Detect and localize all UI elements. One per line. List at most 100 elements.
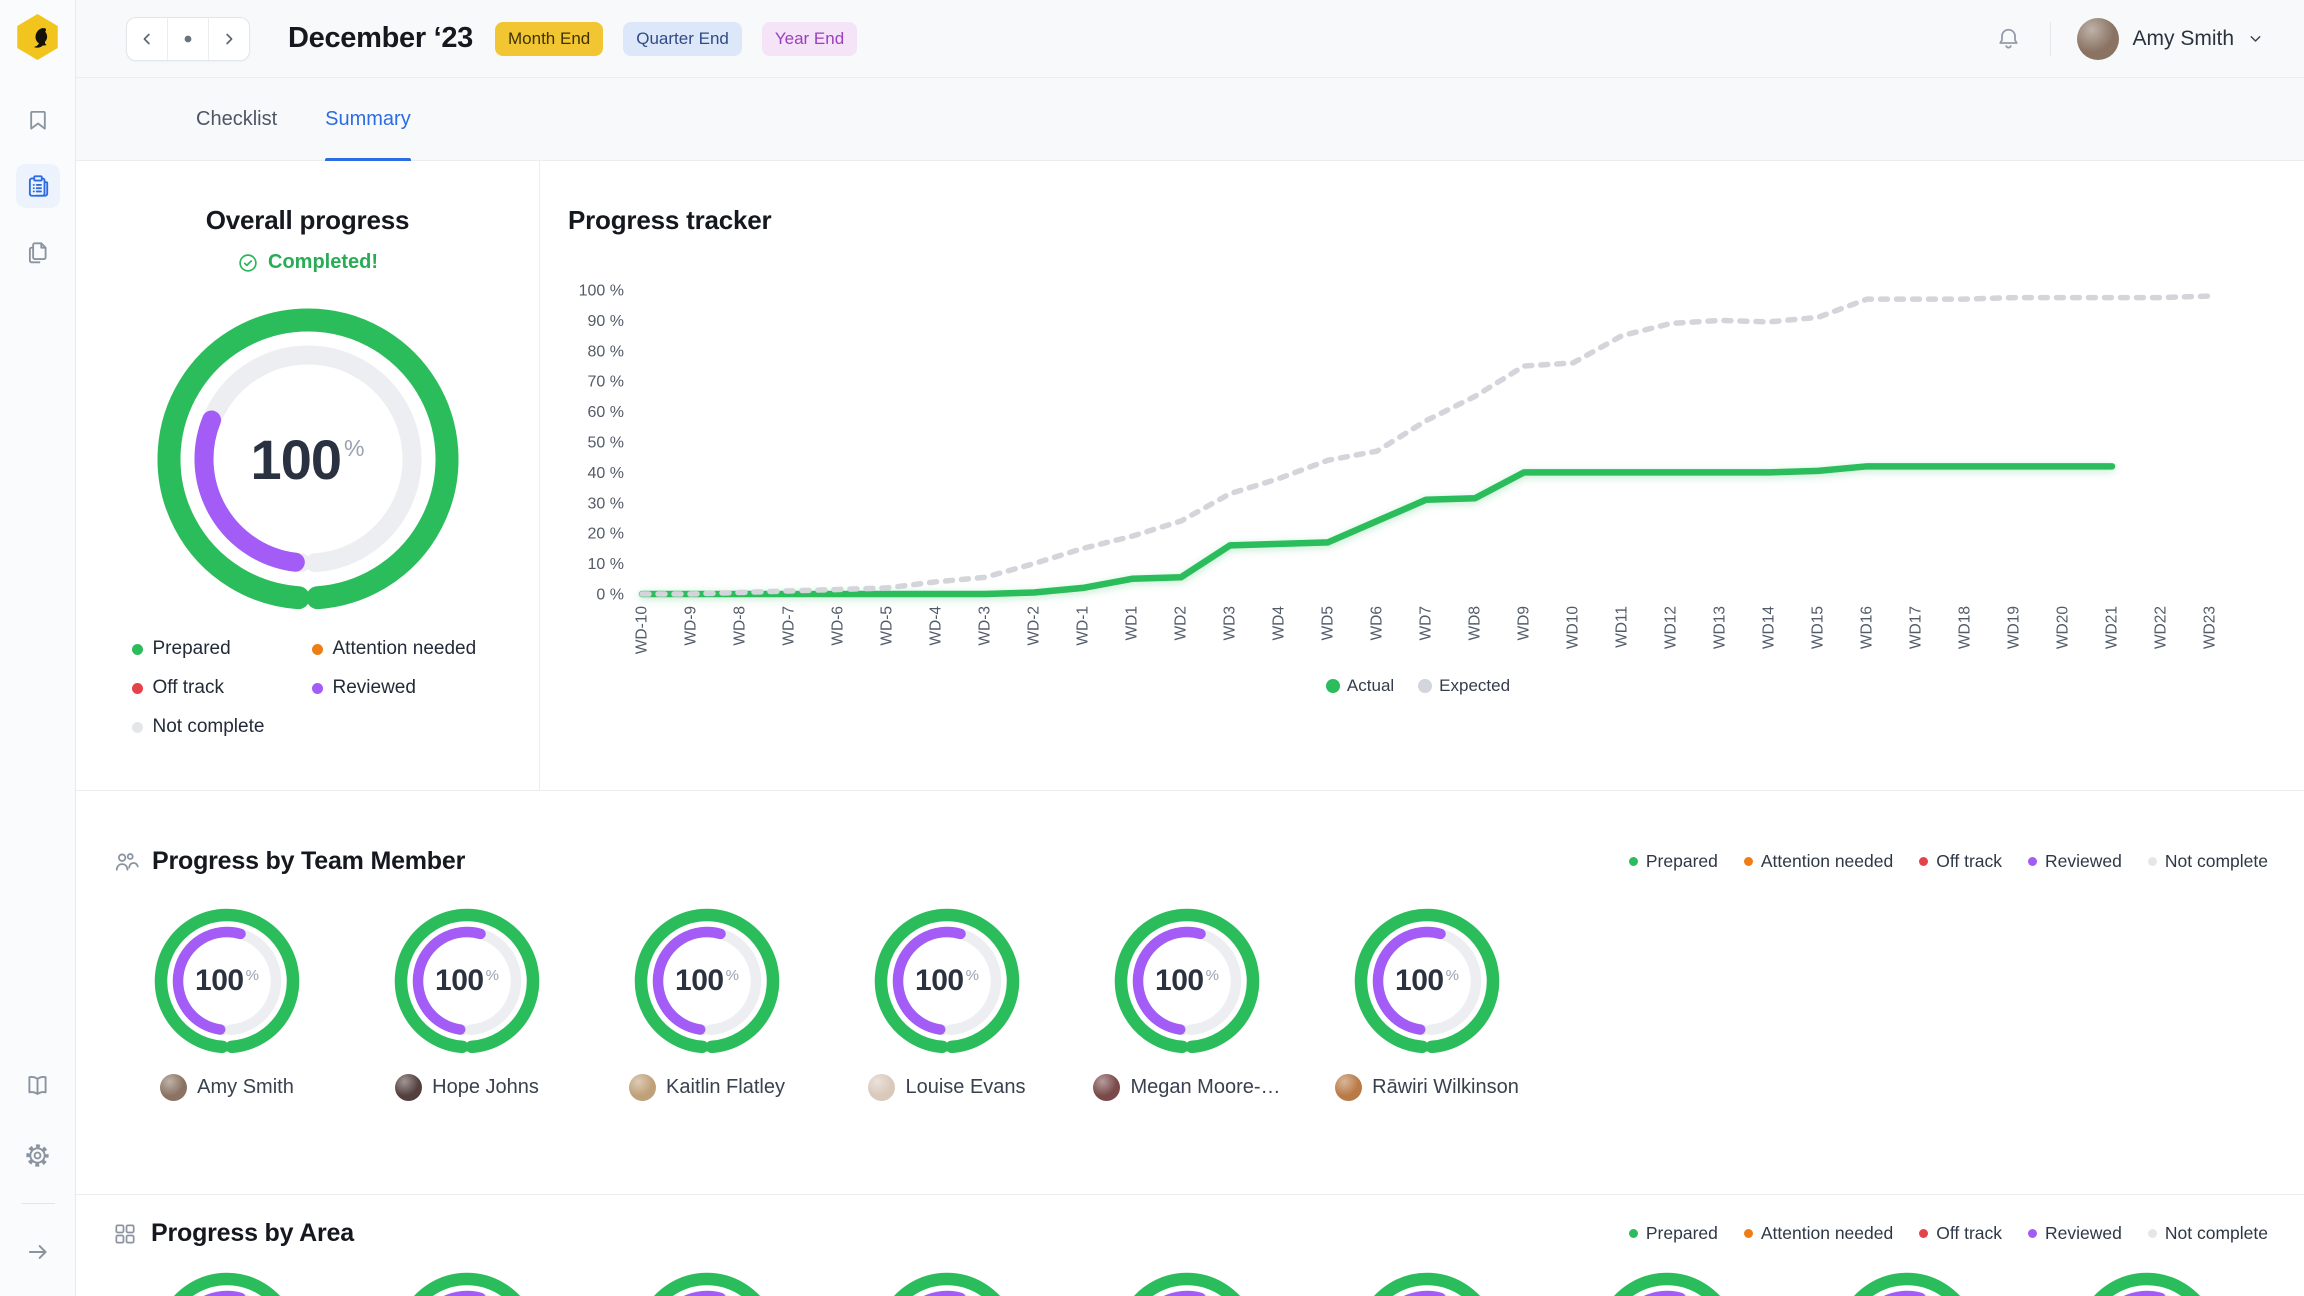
book-icon: [28, 1075, 47, 1095]
donut-value-number: 100: [435, 964, 484, 997]
legend-dot-icon: [2028, 1229, 2038, 1238]
donut-chart: [1354, 908, 1500, 1054]
x-tick-label: WD-8: [732, 606, 749, 646]
x-tick-label: WD4: [1271, 606, 1288, 641]
legend-label: Not complete: [2164, 851, 2268, 871]
donut-outer-ring: [1114, 908, 1260, 1054]
donut-value: 100%: [392, 906, 542, 1056]
team-people-icon: [115, 853, 139, 871]
area-donut: [152, 1270, 302, 1296]
overall-progress-title: Overall progress: [205, 205, 410, 235]
donut-percent-sign: %: [1445, 966, 1459, 984]
donut-reviewed-arc: [1372, 926, 1446, 1035]
legend-label: Prepared: [1645, 1223, 1718, 1243]
period-next-button[interactable]: [208, 17, 249, 60]
x-tick-label: WD19: [2006, 606, 2023, 649]
period-current-button[interactable]: [167, 17, 208, 60]
page-title: December ‘23: [288, 22, 474, 54]
sidebar-item-expand[interactable]: [16, 1230, 60, 1274]
legend-item: Not complete: [2147, 1223, 2268, 1244]
donut-reviewed-arc: [892, 926, 966, 1035]
notifications-button[interactable]: [1988, 19, 2028, 59]
series-actual-line: [638, 463, 2116, 598]
bell-icon: [1999, 28, 2018, 49]
donut-outer-ring: [2093, 1272, 2201, 1296]
user-menu-button[interactable]: Amy Smith: [2077, 17, 2264, 60]
legend-dot-icon: [1325, 679, 1340, 693]
team-member-label: Kaitlin Flatley: [629, 1074, 785, 1101]
donut-outer-ring: [634, 908, 780, 1054]
legend-item: Prepared: [1628, 851, 1718, 872]
tab-summary[interactable]: Summary: [325, 78, 411, 161]
donut-outer-ring: [1354, 908, 1500, 1054]
x-tick-label: WD14: [1761, 606, 1778, 649]
donut-value-number: 100: [1395, 964, 1444, 997]
sidebar-item-checklist[interactable]: [15, 164, 60, 208]
team-member-name: Louise Evans: [905, 1076, 1026, 1098]
sidebar-item-documents[interactable]: [16, 230, 60, 274]
y-tick-label: 60 %: [588, 404, 624, 421]
sidebar-bottom: [16, 1063, 60, 1274]
legend-dot-icon: [2147, 857, 2157, 866]
legend-label: Reviewed: [2045, 851, 2122, 871]
team-section-title: Progress by Team Member: [152, 847, 466, 875]
legend-dot-icon: [1743, 857, 1753, 866]
content: Overall progress Completed! 100% Prepare…: [76, 161, 2304, 1296]
donut-outer-ring: [1853, 1272, 1961, 1296]
legend-label: Attention needed: [1760, 851, 1894, 871]
donut-percent-sign: %: [245, 966, 259, 984]
area-card: [1352, 1270, 1502, 1296]
donut-outer-ring: [653, 1272, 761, 1296]
donut-outer-ring: [157, 308, 458, 610]
x-tick-label: WD18: [1957, 606, 1974, 649]
legend-dot-icon: [2028, 857, 2038, 866]
team-member-avatar: [629, 1074, 657, 1101]
donut-value-number: 100: [250, 427, 342, 491]
team-member-card: 100% Amy Smith: [152, 906, 302, 1101]
team-member-card: 100% Louise Evans: [868, 906, 1026, 1101]
topbar: December ‘23 Month End Quarter End Year En…: [76, 0, 2304, 78]
legend-dot-icon: [131, 682, 143, 694]
logo-bird-icon: [33, 27, 47, 48]
y-tick-label: 30 %: [588, 495, 624, 512]
area-card: [632, 1270, 782, 1296]
x-tick-label: WD15: [1810, 606, 1827, 649]
legend-dot-icon: [1743, 1229, 1753, 1238]
user-name: Amy Smith: [2132, 26, 2234, 50]
donut-value-number: 100: [915, 964, 964, 997]
topbar-right: Amy Smith: [1988, 17, 2264, 60]
series-expected-line: [639, 293, 2213, 597]
donut-reviewed-arc: [652, 926, 726, 1035]
legend-label: Reviewed: [2045, 1223, 2122, 1243]
donut-outer-ring: [1613, 1272, 1721, 1296]
main-panel: December ‘23 Month End Quarter End Year En…: [76, 0, 2304, 1296]
donut-percent-sign: %: [1205, 966, 1219, 984]
legend-label: Attention needed: [332, 638, 477, 659]
sidebar-item-bookmark[interactable]: [16, 98, 60, 142]
legend-dot-icon: [311, 643, 323, 655]
sidebar-item-settings[interactable]: [16, 1133, 60, 1177]
legend-item: Reviewed: [311, 677, 484, 699]
team-member-label: Rāwiri Wilkinson: [1335, 1074, 1519, 1101]
tab-checklist[interactable]: Checklist: [196, 107, 278, 130]
sidebar-item-book[interactable]: [16, 1063, 60, 1107]
checklist-clipboard-icon: [28, 175, 48, 197]
app-logo[interactable]: [17, 14, 58, 60]
y-tick-label: 70 %: [588, 374, 624, 391]
progress-tracker-chart: 0 % 10 % 20 % 30 % 40 % 50 % 60 % 70 % 80 % 90 % 1…: [579, 283, 2219, 655]
team-member-donut: 100%: [632, 906, 782, 1056]
period-prev-button[interactable]: [127, 18, 167, 60]
donut-outer-ring: [173, 1272, 281, 1296]
area-donut: [2072, 1270, 2222, 1296]
progress-tracker-title: Progress tracker: [568, 205, 772, 235]
legend-dot-icon: [1418, 679, 1433, 693]
donut-chart: [1613, 1272, 1721, 1296]
team-member-name: Kaitlin Flatley: [666, 1076, 785, 1098]
legend-item: Expected: [1418, 676, 1510, 696]
donut-outer-ring: [893, 1272, 1001, 1296]
x-tick-label: WD5: [1320, 606, 1337, 640]
x-tick-label: WD-1: [1075, 606, 1092, 646]
legend-item: Attention needed: [1743, 851, 1894, 872]
chevron-left-icon: [143, 33, 150, 44]
